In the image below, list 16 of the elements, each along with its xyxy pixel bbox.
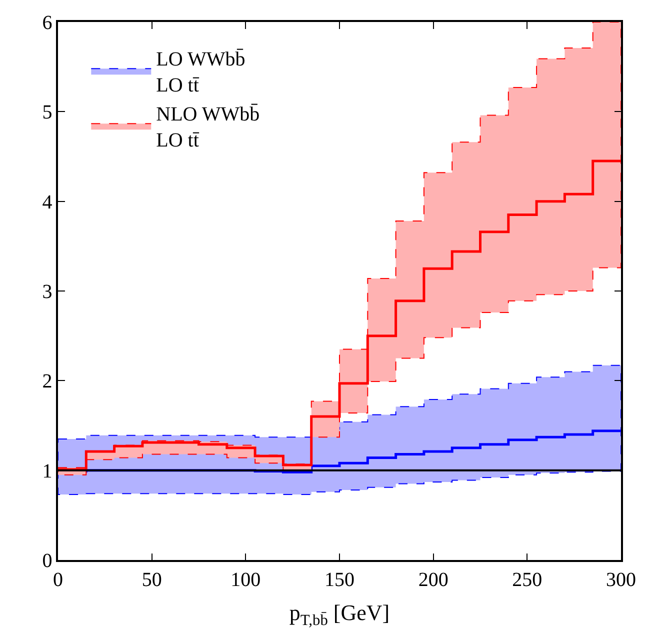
legend-label: NLO WWbb̄ LO tt̄: [156, 102, 260, 152]
x-tick-label: 50: [142, 568, 162, 591]
x-tick-label: 300: [606, 568, 636, 591]
y-tick-label: 2: [42, 370, 52, 393]
x-tick-label: 250: [512, 568, 542, 591]
x-axis-title: p$_{T,bb̄}$ [GeV]: [289, 600, 390, 629]
y-tick-label: 1: [42, 460, 52, 482]
legend-label: LO WWbb̄ LO tt̄: [156, 48, 246, 96]
y-tick-label: 4: [42, 191, 52, 214]
x-tick-label: 100: [230, 568, 261, 591]
y-tick-label: 6: [42, 12, 52, 34]
y-tick-label: 5: [42, 102, 52, 124]
x-tick-label: 200: [418, 568, 448, 591]
y-tick-label: 3: [42, 281, 52, 303]
y-tick-label: 0: [42, 550, 52, 572]
x-tick-label: 150: [324, 568, 354, 591]
